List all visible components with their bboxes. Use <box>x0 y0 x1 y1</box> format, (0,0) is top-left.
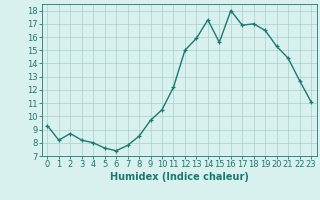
X-axis label: Humidex (Indice chaleur): Humidex (Indice chaleur) <box>110 172 249 182</box>
